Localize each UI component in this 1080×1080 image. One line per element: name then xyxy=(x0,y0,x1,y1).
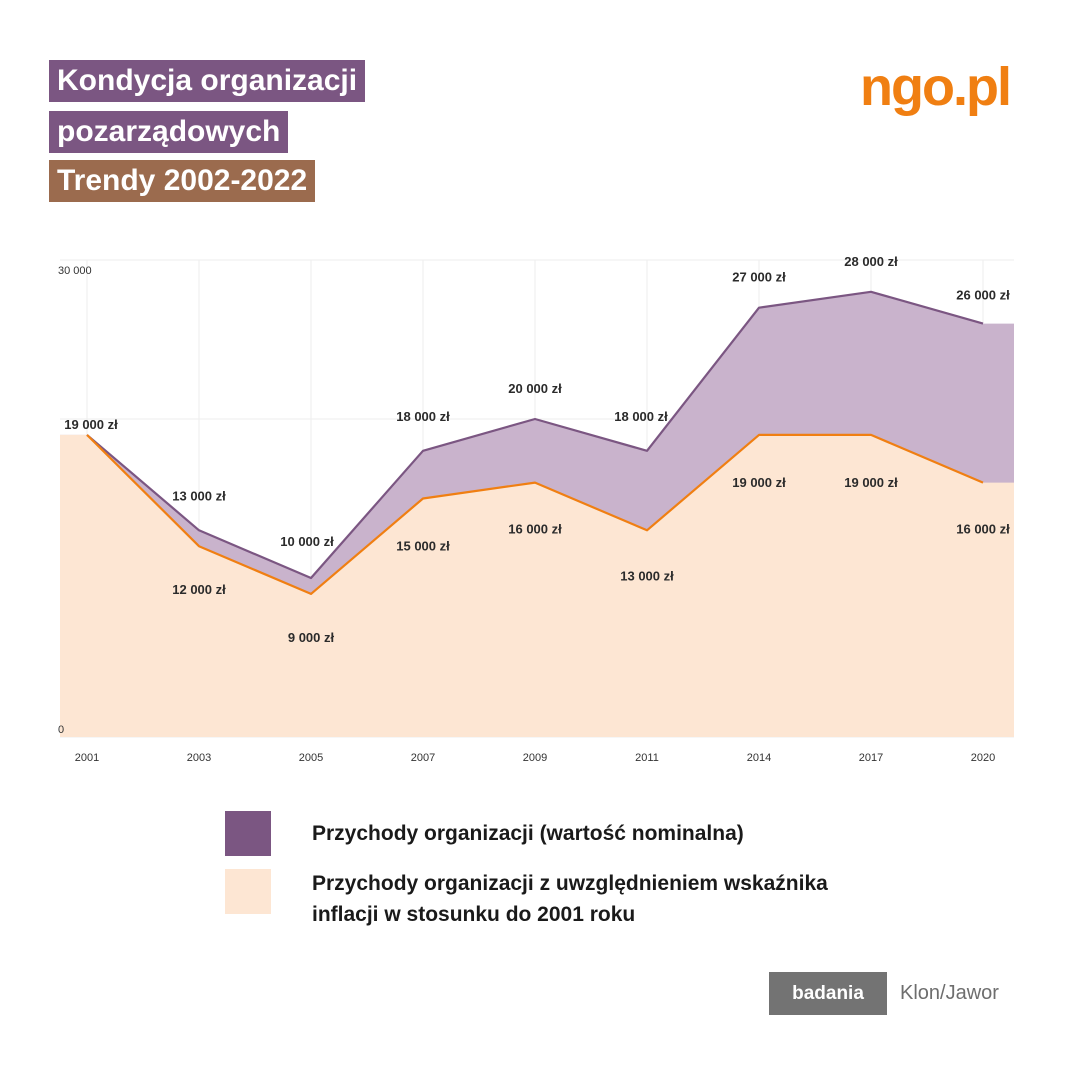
y-tick-label: 0 xyxy=(58,724,64,736)
x-tick-label: 2011 xyxy=(635,752,659,764)
data-label-nominal: 18 000 zł xyxy=(614,409,668,424)
x-tick-label: 2009 xyxy=(523,752,547,764)
data-label-nominal: 13 000 zł xyxy=(172,488,226,503)
legend-label-inflation-line1: Przychody organizacji z uwzględnieniem w… xyxy=(312,872,828,895)
x-tick-label: 2014 xyxy=(747,752,771,764)
x-tick-label: 2005 xyxy=(299,752,323,764)
area-chart: 13 000 zł 10 000 zł 18 000 zł 20 000 zł 18 0… xyxy=(58,254,1014,764)
data-label-inflation: 16 000 zł xyxy=(956,522,1010,537)
legend-label-nominal: Przychody organizacji (wartość nominalna… xyxy=(312,822,744,845)
area-inflation xyxy=(60,434,1014,737)
data-label-inflation: 16 000 zł xyxy=(508,522,562,537)
data-label-nominal: 18 000 zł xyxy=(396,409,450,424)
chart-areas xyxy=(60,291,1014,737)
data-label-nominal: 10 000 zł xyxy=(280,534,334,549)
line-nominal xyxy=(86,290,984,580)
data-label-inflation: 9 000 zł xyxy=(288,630,335,645)
data-label-start: 19 000 zł xyxy=(64,417,118,432)
x-tick-label: 2003 xyxy=(187,752,211,764)
data-label-inflation: 12 000 zł xyxy=(172,582,226,597)
line-inflation xyxy=(86,433,984,595)
source-label: Klon/Jawor xyxy=(900,982,999,1004)
legend-swatch-inflation xyxy=(225,869,271,914)
legend-swatch-nominal xyxy=(225,811,271,856)
x-tick-label: 2001 xyxy=(75,752,99,764)
data-label-inflation: 13 000 zł xyxy=(620,568,674,583)
data-label-inflation: 15 000 zł xyxy=(396,539,450,554)
y-tick-label: 30 000 xyxy=(58,265,92,277)
chart-data-labels: 13 000 zł 10 000 zł 18 000 zł 20 000 zł 18 0… xyxy=(64,254,1010,645)
data-label-nominal: 20 000 zł xyxy=(508,381,562,396)
title-line-1: Kondycja organizacji xyxy=(49,60,366,102)
x-tick-label: 2017 xyxy=(859,752,883,764)
research-badge: badania xyxy=(769,972,887,1015)
data-label-nominal: 27 000 zł xyxy=(732,270,786,285)
data-label-inflation: 19 000 zł xyxy=(844,475,898,490)
x-tick-label: 2007 xyxy=(411,752,435,764)
data-label-nominal: 28 000 zł xyxy=(844,254,898,269)
chart-axis-labels: 2001 2003 2005 2007 2009 2011 2014 2017 2020 30 0… xyxy=(58,265,995,764)
ngo-logo: ngo.pl xyxy=(860,57,1012,117)
chart-lines xyxy=(86,290,984,595)
legend-label-inflation-line2: inflacji w stosunku do 2001 roku xyxy=(312,903,636,926)
subtitle-line: Trendy 2002-2022 xyxy=(49,160,316,202)
x-tick-label: 2020 xyxy=(971,752,995,764)
data-label-nominal: 26 000 zł xyxy=(956,288,1010,303)
data-label-inflation: 19 000 zł xyxy=(732,475,786,490)
title-line-2: pozarządowych xyxy=(49,111,289,153)
